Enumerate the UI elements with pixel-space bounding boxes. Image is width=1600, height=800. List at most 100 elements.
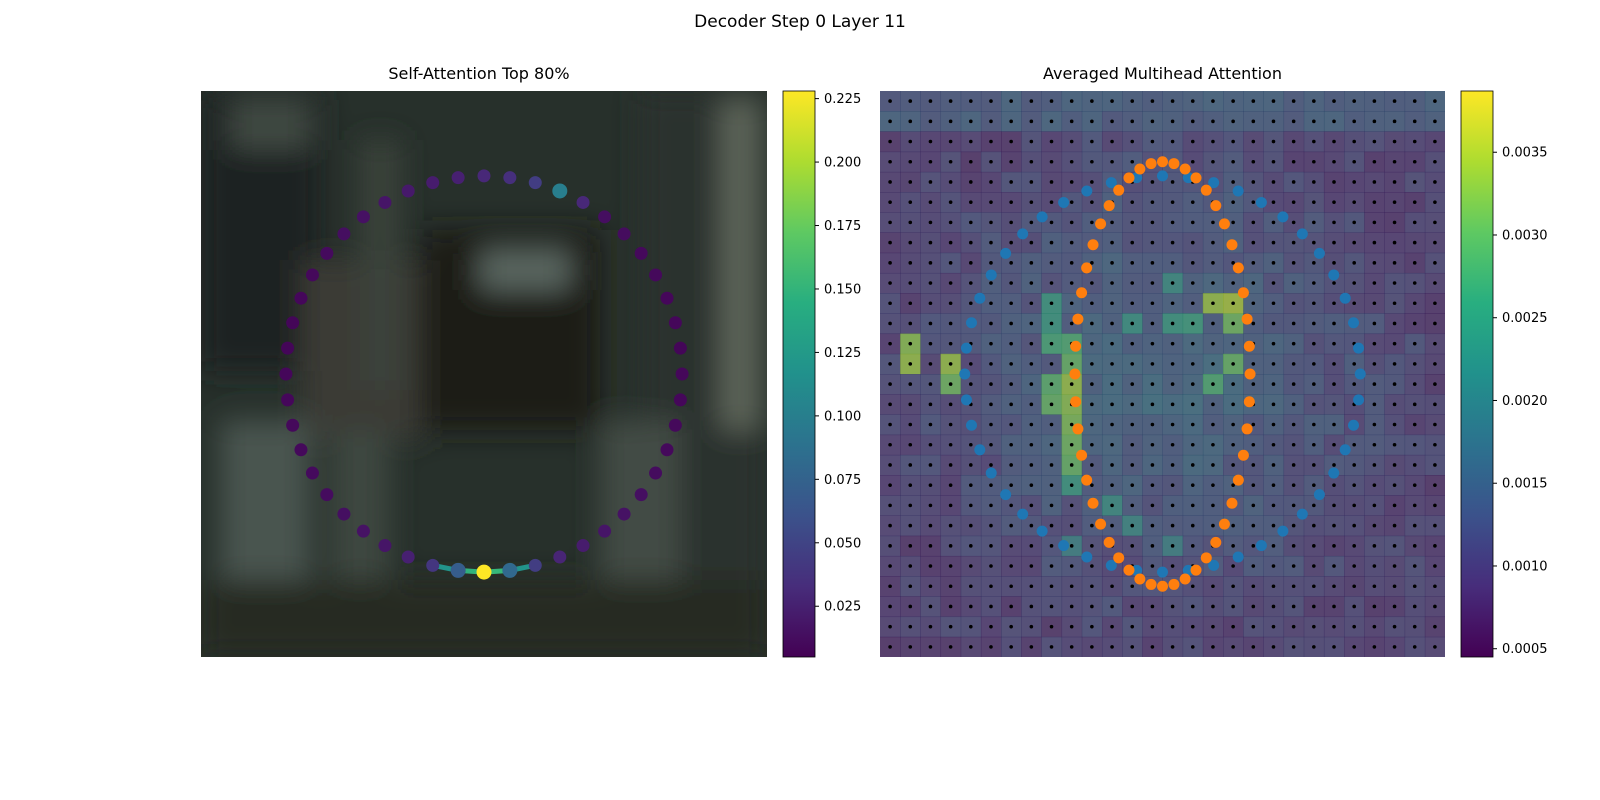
grid-dot bbox=[1352, 624, 1356, 629]
grid-dot bbox=[1271, 240, 1276, 245]
blue-ring-point bbox=[1017, 508, 1029, 520]
grid-dot bbox=[928, 341, 933, 346]
grid-dot bbox=[1251, 362, 1256, 366]
grid-dot bbox=[1312, 604, 1316, 609]
grid-dot bbox=[1392, 463, 1397, 467]
grid-dot bbox=[1392, 139, 1397, 144]
orange-ring-point bbox=[1103, 536, 1115, 548]
grid-dot bbox=[1372, 463, 1377, 467]
ring-point bbox=[503, 171, 517, 185]
grid-dot bbox=[908, 422, 913, 427]
grid-dot bbox=[1352, 382, 1356, 386]
orange-ring-point bbox=[1113, 184, 1125, 196]
orange-ring-point bbox=[1190, 172, 1202, 184]
orange-ring-point bbox=[1237, 449, 1249, 461]
grid-dot bbox=[1332, 422, 1336, 427]
grid-dot bbox=[989, 624, 993, 629]
grid-dot bbox=[1251, 301, 1256, 306]
grid-dot bbox=[1170, 200, 1175, 204]
grid-dot bbox=[1130, 99, 1135, 103]
ring-point bbox=[502, 562, 518, 578]
blue-ring-point bbox=[1354, 368, 1366, 380]
grid-dot bbox=[1090, 422, 1094, 427]
ring-point bbox=[552, 183, 568, 199]
blue-ring-point bbox=[1255, 540, 1267, 552]
grid-dot bbox=[1049, 523, 1054, 528]
grid-dot bbox=[969, 139, 973, 144]
grid-dot bbox=[1251, 240, 1256, 245]
grid-dot bbox=[1372, 483, 1377, 487]
grid-dot bbox=[1029, 442, 1034, 447]
grid-dot bbox=[1433, 442, 1437, 447]
grid-dot bbox=[1130, 382, 1135, 386]
grid-dot bbox=[1211, 604, 1215, 609]
grid-dot bbox=[1009, 200, 1013, 204]
grid-dot bbox=[1029, 159, 1034, 164]
grid-dot bbox=[888, 301, 892, 306]
grid-dot bbox=[1352, 301, 1356, 306]
grid-dot bbox=[1433, 159, 1437, 164]
grid-dot bbox=[1332, 503, 1336, 508]
grid-dot bbox=[1372, 200, 1377, 204]
grid-dot bbox=[888, 483, 892, 487]
grid-dot bbox=[989, 483, 993, 487]
grid-dot bbox=[1150, 645, 1155, 649]
grid-dot bbox=[1049, 584, 1054, 589]
grid-dot bbox=[888, 584, 892, 589]
grid-dot bbox=[989, 261, 993, 265]
ring-point bbox=[673, 393, 687, 407]
grid-dot bbox=[1433, 341, 1437, 346]
grid-dot bbox=[1029, 463, 1034, 467]
grid-dot bbox=[989, 523, 993, 528]
grid-dot bbox=[1372, 261, 1377, 265]
grid-dot bbox=[1433, 604, 1437, 609]
grid-dot bbox=[1090, 159, 1094, 164]
grid-dot bbox=[1009, 645, 1013, 649]
blue-ring-point bbox=[1313, 247, 1325, 259]
grid-dot bbox=[1069, 321, 1074, 326]
grid-dot bbox=[1352, 240, 1356, 245]
blue-ring-point bbox=[1339, 444, 1351, 456]
right-colorbar-ticks: 0.0005 0.0010 0.0015 0.0020 0.0025 0.0030 0.00… bbox=[1493, 146, 1548, 657]
grid-dot bbox=[989, 139, 993, 144]
grid-dot bbox=[888, 261, 892, 265]
grid-dot bbox=[1190, 159, 1195, 164]
grid-dot bbox=[1190, 301, 1195, 306]
grid-dot bbox=[1312, 119, 1316, 124]
grid-dot bbox=[908, 544, 913, 548]
orange-ring-point bbox=[1232, 262, 1244, 274]
grid-dot bbox=[1110, 523, 1114, 528]
grid-dot bbox=[948, 220, 953, 225]
grid-dot bbox=[928, 261, 933, 265]
grid-dot bbox=[1110, 301, 1114, 306]
grid-dot bbox=[928, 503, 933, 508]
grid-dot bbox=[1170, 544, 1175, 548]
grid-dot bbox=[1291, 564, 1296, 568]
grid-dot bbox=[1433, 483, 1437, 487]
grid-dot bbox=[1150, 200, 1155, 204]
grid-dot bbox=[1372, 523, 1377, 528]
grid-dot bbox=[1312, 483, 1316, 487]
grid-dot bbox=[1029, 422, 1034, 427]
grid-dot bbox=[1312, 564, 1316, 568]
grid-dot bbox=[1251, 584, 1256, 589]
grid-dot bbox=[888, 442, 892, 447]
blue-ring-point bbox=[985, 269, 997, 281]
grid-dot bbox=[1110, 281, 1114, 285]
grid-dot bbox=[1190, 119, 1195, 124]
grid-dot bbox=[1332, 624, 1336, 629]
grid-dot bbox=[989, 402, 993, 407]
grid-dot bbox=[1291, 422, 1296, 427]
orange-ring-point bbox=[1095, 218, 1107, 230]
grid-dot bbox=[1049, 341, 1054, 346]
grid-dot bbox=[1372, 159, 1377, 164]
grid-dot bbox=[1352, 99, 1356, 103]
orange-ring-point bbox=[1069, 368, 1081, 380]
grid-dot bbox=[1029, 584, 1034, 589]
grid-dot bbox=[1150, 180, 1155, 184]
grid-dot bbox=[1190, 503, 1195, 508]
grid-dot bbox=[1190, 584, 1195, 589]
colorbar-tick-label: 0.100 bbox=[824, 409, 861, 424]
colorbar-tick-label: 0.125 bbox=[824, 346, 861, 361]
orange-ring-point bbox=[1210, 200, 1222, 212]
